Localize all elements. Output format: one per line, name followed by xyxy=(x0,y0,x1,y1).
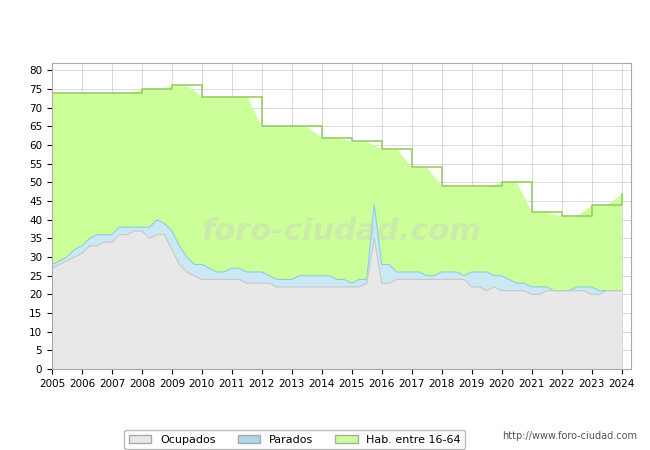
Text: Campillo de Dueñas  -  Evolucion de la poblacion en edad de Trabajar Mayo de 202: Campillo de Dueñas - Evolucion de la pob… xyxy=(12,21,638,33)
Text: http://www.foro-ciudad.com: http://www.foro-ciudad.com xyxy=(502,431,637,441)
Legend: Ocupados, Parados, Hab. entre 16-64: Ocupados, Parados, Hab. entre 16-64 xyxy=(124,430,465,449)
Text: foro-ciudad.com: foro-ciudad.com xyxy=(202,217,481,246)
